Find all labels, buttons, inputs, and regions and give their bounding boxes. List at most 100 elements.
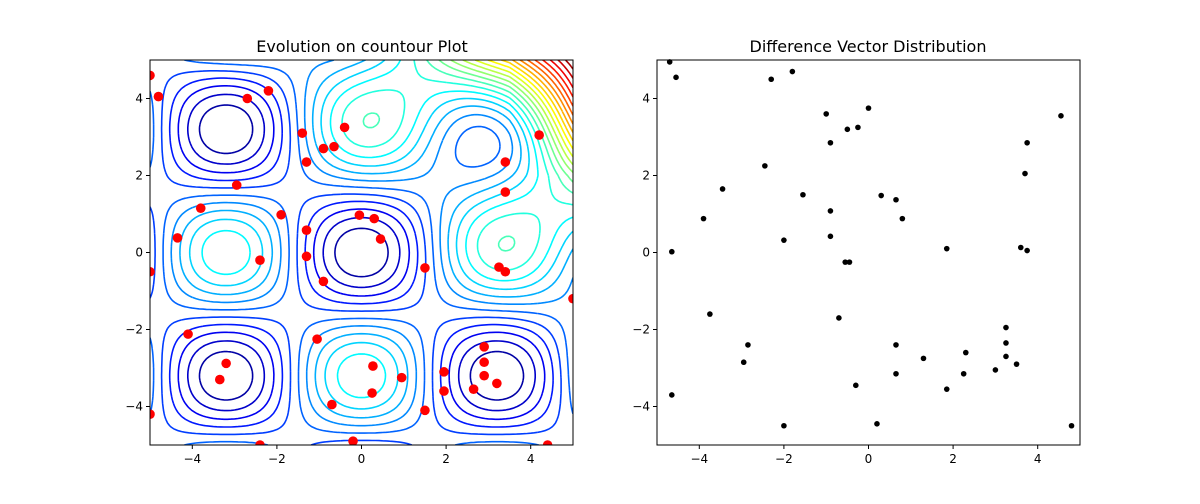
difference-vector-point: [719, 186, 726, 192]
difference-vector-point: [1024, 139, 1030, 146]
population-point: [500, 266, 511, 277]
difference-vector-point: [1013, 361, 1020, 367]
difference-vector-point: [1022, 170, 1028, 177]
y-tick-label: 2: [135, 169, 143, 183]
difference-vector-point: [1024, 247, 1030, 254]
population-point: [327, 399, 337, 410]
population-point: [183, 329, 193, 339]
x-tick-label: 2: [949, 452, 957, 466]
population-point: [439, 367, 449, 377]
x-tick-label: −2: [268, 452, 286, 466]
difference-vector-point: [700, 215, 707, 222]
difference-vector-point: [899, 215, 906, 222]
difference-vector-point: [960, 370, 967, 377]
difference-vector-point: [827, 139, 834, 146]
population-point: [263, 86, 274, 96]
y-tick-label: 4: [642, 92, 650, 106]
difference-vector-point: [781, 422, 787, 429]
population-point: [231, 180, 242, 190]
population-point: [150, 409, 155, 419]
population-point: [367, 388, 377, 398]
population-point: [301, 251, 312, 262]
population-point: [492, 378, 502, 389]
right-scatter-plot-area: [656, 59, 1081, 446]
right-chart-title: Difference Vector Distribution: [750, 37, 987, 56]
difference-vector-point: [1003, 340, 1009, 346]
difference-vector-point: [1058, 113, 1064, 119]
difference-vector-point: [853, 382, 859, 389]
population-point: [301, 225, 312, 235]
contour-line: [462, 60, 573, 166]
difference-vector-point: [893, 196, 899, 203]
difference-vector-point: [823, 111, 829, 117]
difference-vector-point: [855, 124, 861, 131]
difference-vector-point: [669, 248, 675, 255]
population-point: [369, 213, 379, 224]
population-point: [375, 234, 386, 244]
population-point: [255, 440, 265, 445]
contour-line: [170, 60, 573, 427]
population-point: [348, 436, 358, 445]
population-point: [534, 130, 544, 140]
difference-vector-point: [943, 386, 950, 392]
x-tick-label: 4: [1034, 452, 1042, 466]
x-tick-label: 0: [865, 452, 873, 466]
difference-vector-points: [666, 59, 1075, 429]
y-tick-label: −4: [125, 400, 143, 414]
population-point: [329, 141, 339, 152]
difference-vector-point: [781, 237, 787, 243]
difference-vector-point: [669, 392, 675, 398]
population-point: [439, 386, 449, 396]
difference-vector-point: [962, 349, 969, 356]
population-point: [396, 372, 407, 383]
contour-line: [549, 60, 573, 89]
left-x-axis-ticks: −4 −2 0 2 4: [183, 445, 535, 466]
x-tick-label: −4: [690, 452, 708, 466]
difference-vector-point: [893, 370, 899, 377]
difference-vector-point: [789, 68, 796, 75]
difference-vector-point: [1003, 353, 1009, 360]
population-point: [542, 440, 553, 445]
population-point: [479, 342, 489, 352]
y-tick-label: 0: [135, 246, 143, 260]
population-point: [301, 157, 312, 167]
population-point: [468, 384, 479, 394]
difference-vector-point: [768, 76, 775, 83]
population-point: [568, 293, 573, 304]
difference-vector-point: [992, 367, 999, 373]
x-tick-label: −4: [183, 452, 201, 466]
population-point: [276, 209, 286, 220]
population-point: [150, 266, 155, 277]
population-point: [420, 263, 430, 273]
population-point: [368, 361, 378, 371]
population-point: [153, 91, 164, 102]
population-point: [150, 70, 155, 81]
difference-vector-point: [762, 163, 768, 169]
contour-line: [487, 60, 573, 150]
difference-vector-point: [893, 342, 899, 348]
difference-vector-point: [707, 311, 713, 317]
population-point: [479, 357, 489, 368]
difference-vector-point: [1017, 244, 1024, 251]
difference-vector-point: [1068, 422, 1075, 429]
population-points: [150, 70, 573, 445]
right-x-axis-ticks: −4 −2 0 2 4: [690, 445, 1042, 466]
x-tick-label: 2: [442, 452, 450, 466]
population-point: [214, 374, 225, 385]
population-point: [500, 157, 511, 167]
x-tick-label: 4: [527, 452, 535, 466]
contour-line: [201, 60, 573, 399]
difference-vector-point: [827, 233, 834, 240]
contour-line: [362, 60, 573, 252]
population-point: [318, 143, 329, 154]
difference-vector-point: [865, 105, 872, 111]
y-tick-label: 4: [135, 92, 143, 106]
difference-vector-point: [874, 421, 880, 427]
population-point: [195, 203, 206, 214]
right-y-axis-ticks: −4 −2 0 2 4: [632, 92, 657, 414]
difference-vector-point: [666, 59, 673, 65]
y-tick-label: 2: [642, 169, 650, 183]
population-point: [255, 255, 265, 265]
y-tick-label: 0: [642, 246, 650, 260]
